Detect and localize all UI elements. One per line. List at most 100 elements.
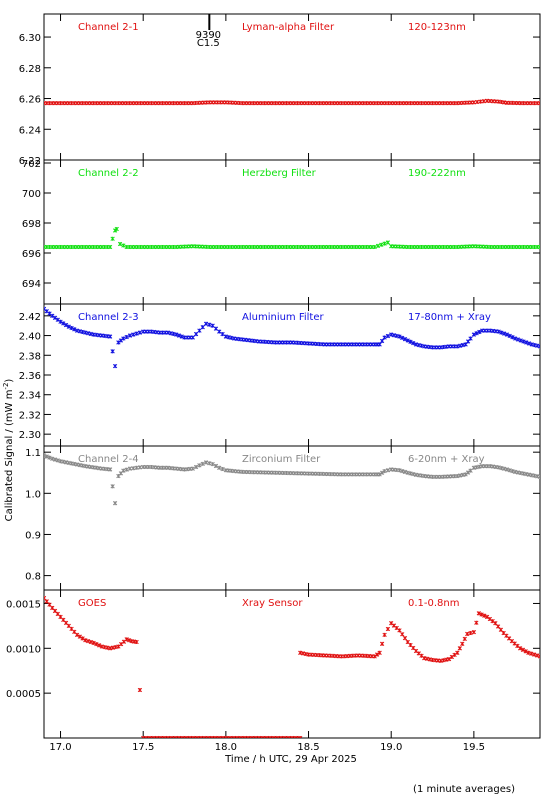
- data-point: [502, 331, 507, 336]
- data-point: [400, 632, 405, 637]
- data-point: [515, 337, 521, 342]
- data-point: [479, 612, 484, 617]
- data-point: [408, 339, 413, 344]
- data-point: [131, 332, 136, 337]
- data-point: [476, 611, 481, 616]
- data-point: [94, 641, 99, 647]
- data-point: [468, 630, 473, 636]
- data-point: [493, 621, 498, 626]
- y-tick-label: 6.30: [19, 33, 41, 44]
- y-tick-label: 2.30: [19, 430, 41, 441]
- data-point: [127, 466, 133, 471]
- filter-label: Xray Sensor: [242, 598, 303, 609]
- y-tick-label: 1.1: [25, 448, 41, 459]
- data-point: [88, 639, 93, 645]
- panel-frame: [43, 589, 541, 739]
- data-point: [534, 653, 540, 658]
- data-point: [47, 455, 52, 460]
- data-point: [44, 599, 49, 604]
- data-point: [537, 474, 540, 480]
- flare-number: 9390: [196, 30, 221, 41]
- y-tick-label: 0.8: [25, 572, 41, 583]
- data-point: [529, 651, 534, 656]
- panel-5: 0.0005 0.0010 0.0015 GOES Xray Sensor 0.1-0.8…: [6, 589, 541, 739]
- y-tick-label: 2.42: [19, 312, 41, 323]
- data-point: [124, 467, 129, 472]
- channel-label: Channel 2-3: [78, 312, 139, 323]
- data-point: [478, 99, 483, 104]
- data-point: [200, 325, 205, 330]
- data-point: [477, 329, 482, 335]
- data-point: [468, 468, 473, 473]
- data-point: [134, 331, 139, 336]
- data-point: [131, 466, 136, 471]
- data-point: [107, 334, 113, 339]
- data-point: [121, 336, 126, 341]
- data-point: [495, 624, 501, 629]
- data-point: [471, 100, 477, 105]
- data-point: [96, 643, 102, 648]
- data-point: [468, 336, 473, 341]
- y-tick-label: 0.9: [25, 530, 41, 541]
- data-point: [482, 613, 487, 618]
- data-point: [207, 322, 212, 327]
- data-point: [197, 463, 202, 468]
- channel-label: Channel 2-2: [78, 168, 139, 179]
- data-point: [524, 340, 529, 345]
- data-point: [44, 454, 49, 459]
- data-point: [382, 632, 387, 638]
- series-points: [44, 595, 540, 738]
- data-point: [537, 344, 540, 349]
- data-point: [298, 735, 303, 738]
- y-tick-label: 0.0005: [6, 689, 41, 700]
- y-tick-label: 0.0010: [6, 644, 41, 655]
- data-point: [385, 626, 391, 632]
- panel-4: 0.8 0.9 1.0 1.1 Channel 2-4 Zirconium Filter 6…: [25, 445, 541, 591]
- averaging-note: (1 minute averages): [413, 784, 515, 795]
- data-point: [203, 321, 209, 326]
- filter-label: Aluminium Filter: [242, 312, 325, 323]
- series-points: [44, 98, 540, 106]
- y-axis-title-close: ): [4, 379, 15, 383]
- data-point: [220, 331, 225, 337]
- data-point: [107, 467, 113, 472]
- y-axis-title-sup: -2: [2, 383, 10, 390]
- data-point: [474, 620, 479, 625]
- data-point: [127, 333, 133, 338]
- data-point: [61, 321, 66, 326]
- y-tick-label: 696: [22, 249, 41, 260]
- data-point: [134, 639, 139, 645]
- data-point: [474, 331, 479, 336]
- data-point: [518, 338, 523, 343]
- data-point: [126, 638, 132, 643]
- y-tick-label: 2.32: [19, 410, 41, 421]
- data-point: [80, 636, 85, 641]
- data-point: [47, 602, 52, 607]
- data-point: [526, 650, 531, 655]
- x-tick-label: 17.5: [132, 742, 154, 753]
- data-point: [481, 99, 486, 104]
- filter-label: Herzberg Filter: [242, 168, 317, 179]
- data-point: [207, 461, 212, 466]
- data-point: [137, 330, 143, 335]
- x-axis-title: Time / h UTC, 29 Apr 2025: [224, 754, 357, 765]
- data-point: [112, 501, 118, 506]
- data-point: [213, 463, 219, 469]
- series-points: [44, 306, 540, 369]
- data-point: [107, 244, 113, 250]
- filter-label: Lyman-alpha Filter: [242, 22, 335, 33]
- data-point: [532, 652, 537, 657]
- band-label: 6-20nm + Xray: [408, 454, 485, 465]
- data-point: [66, 324, 71, 329]
- x-tick-label: 18.5: [297, 742, 319, 753]
- y-tick-label: 698: [22, 219, 41, 230]
- data-point: [213, 326, 219, 331]
- data-point: [63, 322, 69, 328]
- data-point: [124, 334, 129, 340]
- y-tick-label: 6.28: [19, 64, 41, 75]
- data-point: [537, 654, 540, 659]
- series-points: [44, 226, 540, 250]
- band-label: 0.1-0.8nm: [408, 598, 460, 609]
- y-axis-title: Calibrated Signal / (mW m-2): [2, 379, 15, 522]
